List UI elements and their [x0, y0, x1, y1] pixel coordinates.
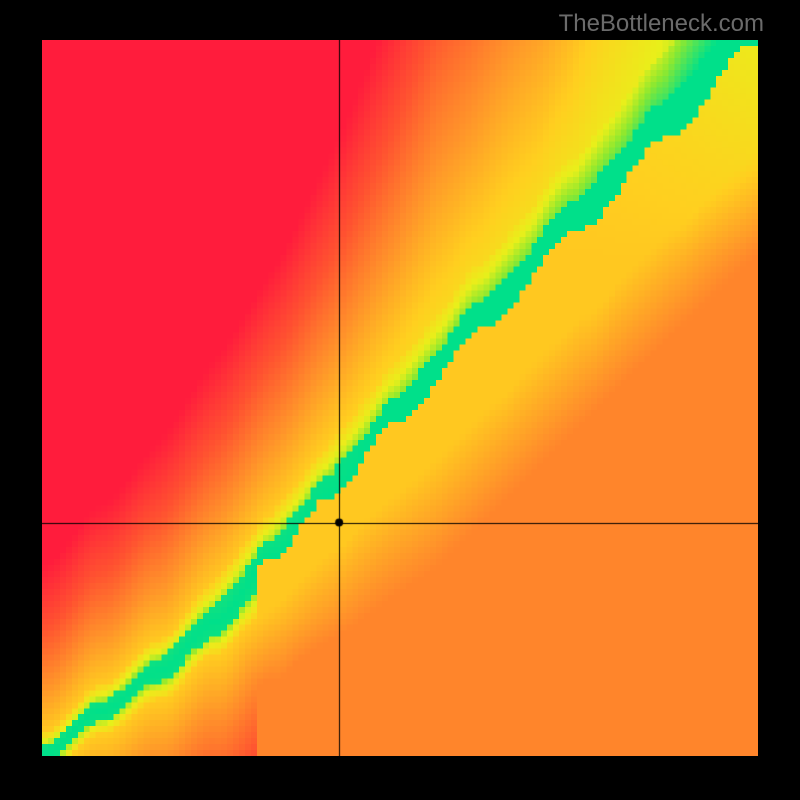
- bottleneck-heatmap: [42, 40, 758, 756]
- chart-container: TheBottleneck.com: [0, 0, 800, 800]
- watermark-text: TheBottleneck.com: [559, 10, 764, 38]
